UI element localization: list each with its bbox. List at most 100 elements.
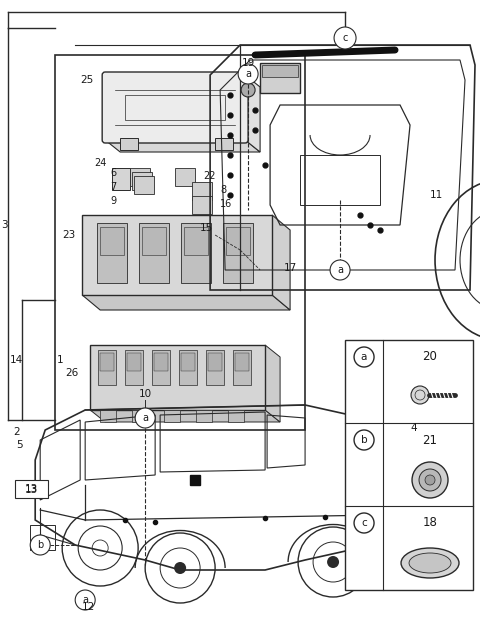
- Bar: [100, 353, 114, 371]
- Text: 10: 10: [139, 389, 152, 399]
- Text: 17: 17: [284, 263, 297, 273]
- Text: 19: 19: [241, 58, 255, 68]
- Text: 1: 1: [57, 355, 63, 365]
- Bar: [164, 410, 180, 422]
- Text: 22: 22: [203, 171, 216, 181]
- Circle shape: [241, 83, 255, 97]
- Bar: [55, 55, 305, 430]
- Ellipse shape: [401, 548, 459, 578]
- Bar: [192, 196, 212, 214]
- Circle shape: [354, 347, 374, 367]
- Bar: [208, 353, 222, 371]
- Bar: [260, 63, 300, 93]
- Text: 13: 13: [24, 485, 38, 495]
- Text: c: c: [342, 33, 348, 43]
- Circle shape: [425, 475, 435, 485]
- Text: 13: 13: [24, 484, 38, 494]
- Text: 11: 11: [430, 190, 443, 200]
- Bar: [82, 215, 272, 295]
- Bar: [97, 223, 127, 283]
- Bar: [233, 350, 251, 385]
- Text: b: b: [361, 435, 367, 445]
- Bar: [345, 340, 473, 590]
- Circle shape: [327, 556, 339, 568]
- Text: 25: 25: [80, 75, 93, 85]
- Circle shape: [354, 430, 374, 450]
- Text: 9: 9: [110, 196, 116, 206]
- Polygon shape: [90, 410, 280, 422]
- Bar: [100, 227, 124, 255]
- Circle shape: [174, 562, 186, 574]
- Text: 5: 5: [17, 440, 23, 450]
- Bar: [206, 350, 224, 385]
- Text: 8: 8: [220, 185, 226, 195]
- Bar: [132, 410, 148, 422]
- Text: 4: 4: [410, 423, 417, 433]
- Circle shape: [411, 386, 429, 404]
- Bar: [134, 176, 154, 194]
- Bar: [215, 138, 233, 150]
- Bar: [154, 353, 168, 371]
- Bar: [127, 353, 141, 371]
- Bar: [125, 95, 225, 120]
- Text: 14: 14: [10, 355, 23, 365]
- Polygon shape: [105, 140, 260, 152]
- Polygon shape: [82, 295, 290, 310]
- Bar: [196, 410, 212, 422]
- Ellipse shape: [409, 553, 451, 573]
- Text: c: c: [361, 518, 367, 528]
- Bar: [228, 410, 244, 422]
- Bar: [179, 350, 197, 385]
- Bar: [30, 525, 55, 550]
- Text: 15: 15: [200, 223, 214, 233]
- Bar: [223, 223, 253, 283]
- Circle shape: [30, 535, 50, 555]
- Polygon shape: [272, 215, 290, 310]
- Text: a: a: [82, 595, 88, 605]
- Circle shape: [354, 513, 374, 533]
- Circle shape: [334, 27, 356, 49]
- Bar: [235, 353, 249, 371]
- Polygon shape: [265, 345, 280, 422]
- Bar: [175, 168, 195, 186]
- Circle shape: [75, 590, 95, 610]
- Text: 12: 12: [82, 602, 95, 612]
- Text: 16: 16: [220, 199, 232, 209]
- Circle shape: [419, 469, 441, 491]
- Text: b: b: [37, 540, 43, 550]
- Text: 26: 26: [65, 368, 78, 378]
- Text: 23: 23: [62, 230, 75, 240]
- Bar: [130, 168, 150, 186]
- Text: 21: 21: [422, 433, 438, 446]
- Text: 7: 7: [110, 182, 116, 192]
- Bar: [112, 168, 130, 190]
- Text: a: a: [337, 265, 343, 275]
- Bar: [15, 480, 48, 498]
- Bar: [152, 350, 170, 385]
- Text: a: a: [245, 69, 251, 79]
- Bar: [90, 345, 265, 410]
- Bar: [142, 227, 166, 255]
- Bar: [139, 223, 169, 283]
- Bar: [262, 65, 298, 77]
- Bar: [181, 223, 211, 283]
- Circle shape: [135, 408, 155, 428]
- Text: 24: 24: [94, 158, 106, 168]
- Bar: [125, 350, 143, 385]
- Bar: [192, 182, 212, 200]
- FancyBboxPatch shape: [102, 72, 248, 143]
- Bar: [132, 172, 152, 190]
- Text: 18: 18: [422, 517, 437, 529]
- Text: 3: 3: [1, 220, 8, 230]
- Bar: [100, 410, 116, 422]
- Text: a: a: [361, 352, 367, 362]
- Text: 6: 6: [110, 168, 116, 178]
- Circle shape: [412, 462, 448, 498]
- Bar: [184, 227, 208, 255]
- Text: 2: 2: [13, 427, 20, 437]
- Circle shape: [238, 64, 258, 84]
- Bar: [181, 353, 195, 371]
- Text: a: a: [142, 413, 148, 423]
- Text: 20: 20: [422, 350, 437, 364]
- Bar: [120, 138, 138, 150]
